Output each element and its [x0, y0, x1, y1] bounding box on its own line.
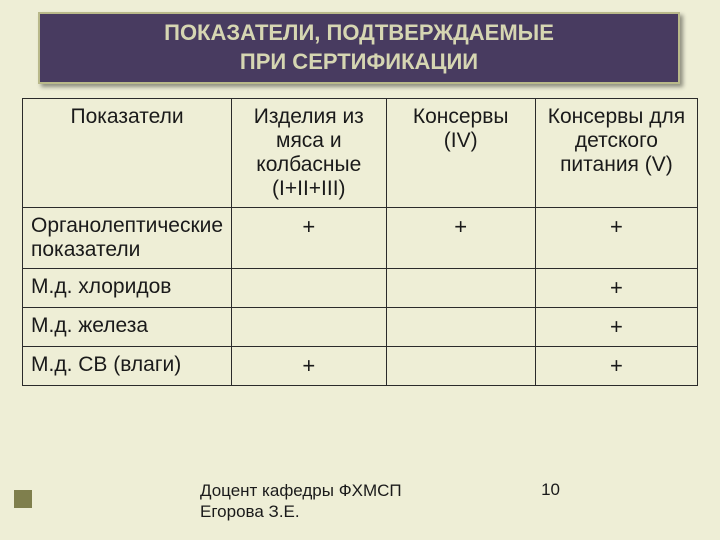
- cell: [232, 308, 386, 347]
- col-header-baby: Консервы для детского питания (V): [535, 99, 697, 208]
- cell: +: [232, 208, 386, 269]
- footer-page-number: 10: [541, 480, 560, 523]
- cell: [386, 269, 535, 308]
- cell: +: [535, 308, 697, 347]
- title-box: ПОКАЗАТЕЛИ, ПОДТВЕРЖДАЕМЫЕ ПРИ СЕРТИФИКА…: [38, 12, 680, 84]
- cell: [386, 308, 535, 347]
- cell: +: [535, 208, 697, 269]
- footer-author: Доцент кафедры ФХМСП Егорова З.Е.: [200, 480, 402, 523]
- cell: +: [386, 208, 535, 269]
- row-label: М.д. железа: [23, 308, 232, 347]
- table-row: М.д. СВ (влаги) + +: [23, 347, 698, 386]
- cell: [386, 347, 535, 386]
- indicators-table: Показатели Изделия из мяса и колбасные (…: [22, 98, 698, 386]
- row-label: М.д. СВ (влаги): [23, 347, 232, 386]
- table-row: Органолептические показатели + + +: [23, 208, 698, 269]
- col-header-canned: Консервы (IV): [386, 99, 535, 208]
- table-row: М.д. хлоридов +: [23, 269, 698, 308]
- table-header-row: Показатели Изделия из мяса и колбасные (…: [23, 99, 698, 208]
- row-label: Органолептические показатели: [23, 208, 232, 269]
- accent-square: [14, 490, 32, 508]
- cell: +: [232, 347, 386, 386]
- slide-title: ПОКАЗАТЕЛИ, ПОДТВЕРЖДАЕМЫЕ ПРИ СЕРТИФИКА…: [164, 19, 554, 76]
- cell: +: [535, 347, 697, 386]
- cell: [232, 269, 386, 308]
- col-header-meat: Изделия из мяса и колбасные (I+II+III): [232, 99, 386, 208]
- cell: +: [535, 269, 697, 308]
- table-row: М.д. железа +: [23, 308, 698, 347]
- row-label: М.д. хлоридов: [23, 269, 232, 308]
- slide-footer: Доцент кафедры ФХМСП Егорова З.Е. 10: [200, 480, 560, 523]
- col-header-indicators: Показатели: [23, 99, 232, 208]
